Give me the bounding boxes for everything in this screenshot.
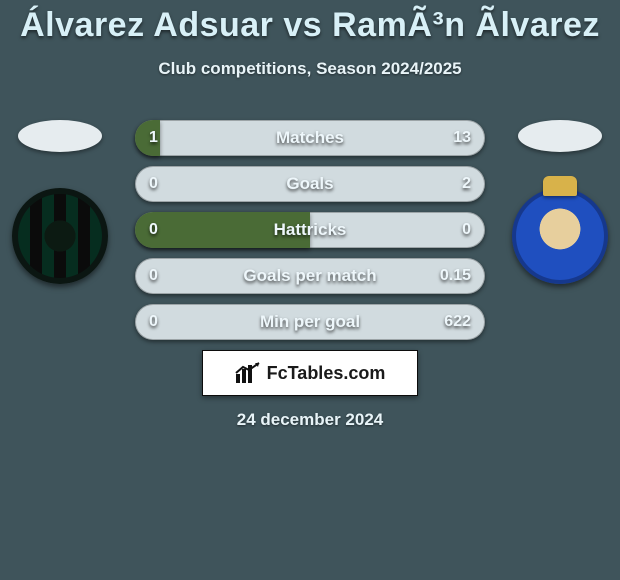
bar-right-fill xyxy=(135,304,485,340)
stat-row: 00.15Goals per match xyxy=(135,258,485,294)
player-right-col xyxy=(510,120,610,284)
flag-left xyxy=(18,120,102,152)
bar-right-fill xyxy=(135,120,485,156)
stat-row: 113Matches xyxy=(135,120,485,156)
stat-row: 02Goals xyxy=(135,166,485,202)
page-subtitle: Club competitions, Season 2024/2025 xyxy=(0,59,620,79)
bar-right-fill xyxy=(135,166,485,202)
page-title: Álvarez Adsuar vs RamÃ³n Ãlvarez xyxy=(0,0,620,45)
flag-right xyxy=(518,120,602,152)
bar-left-fill xyxy=(135,120,160,156)
bar-right-fill xyxy=(135,258,485,294)
stat-row: 0622Min per goal xyxy=(135,304,485,340)
player-left-col xyxy=(10,120,110,284)
stat-row: 00Hattricks xyxy=(135,212,485,248)
brand-box: FcTables.com xyxy=(202,350,418,396)
club-crest-right xyxy=(512,188,608,284)
brand-chart-icon xyxy=(235,362,261,384)
comparison-bars: 113Matches 02Goals 00Hattricks 00.15Goals p… xyxy=(135,120,485,350)
bar-left-fill xyxy=(135,212,310,248)
club-crest-left xyxy=(12,188,108,284)
brand-text: FcTables.com xyxy=(267,363,386,384)
generated-date: 24 december 2024 xyxy=(0,410,620,430)
